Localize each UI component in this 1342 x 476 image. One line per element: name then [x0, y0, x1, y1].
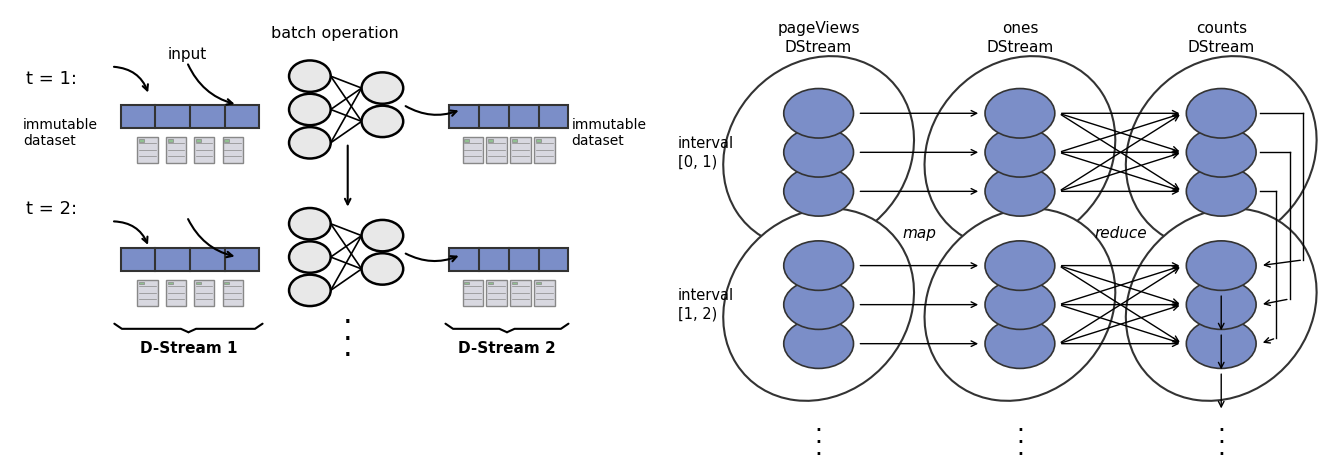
Bar: [140, 139, 145, 142]
Circle shape: [784, 280, 854, 329]
Bar: [510, 137, 530, 163]
Text: ·: ·: [1016, 431, 1024, 455]
Bar: [121, 248, 259, 271]
Bar: [448, 248, 569, 271]
Bar: [488, 139, 494, 142]
Text: t = 2:: t = 2:: [25, 200, 76, 218]
Circle shape: [1186, 241, 1256, 290]
Circle shape: [289, 60, 330, 92]
Text: counts
DStream: counts DStream: [1188, 21, 1255, 55]
Bar: [534, 137, 554, 163]
Circle shape: [289, 127, 330, 159]
Circle shape: [784, 128, 854, 177]
Bar: [195, 279, 215, 306]
Text: reduce: reduce: [1094, 226, 1147, 241]
Circle shape: [985, 128, 1055, 177]
Text: ·: ·: [344, 326, 353, 355]
Circle shape: [784, 89, 854, 138]
Bar: [464, 281, 470, 284]
Bar: [513, 281, 518, 284]
Bar: [196, 139, 201, 142]
Bar: [464, 139, 470, 142]
Circle shape: [985, 280, 1055, 329]
Bar: [513, 139, 518, 142]
Bar: [168, 281, 173, 284]
Bar: [224, 139, 229, 142]
Bar: [448, 105, 569, 128]
Ellipse shape: [925, 208, 1115, 401]
Circle shape: [985, 319, 1055, 368]
Text: D-Stream 1: D-Stream 1: [140, 341, 238, 356]
Circle shape: [361, 72, 403, 104]
Circle shape: [1186, 280, 1256, 329]
Circle shape: [1186, 128, 1256, 177]
Circle shape: [985, 167, 1055, 216]
Circle shape: [985, 241, 1055, 290]
Text: interval
[1, 2): interval [1, 2): [678, 288, 734, 321]
Circle shape: [985, 89, 1055, 138]
Bar: [534, 279, 554, 306]
Bar: [486, 137, 507, 163]
Circle shape: [1186, 89, 1256, 138]
Circle shape: [1186, 167, 1256, 216]
Bar: [137, 137, 157, 163]
Bar: [463, 137, 483, 163]
Text: t = 1:: t = 1:: [25, 69, 76, 88]
Bar: [223, 137, 243, 163]
Bar: [168, 139, 173, 142]
Circle shape: [784, 319, 854, 368]
Circle shape: [361, 106, 403, 137]
Circle shape: [289, 275, 330, 306]
Text: pageViews
DStream: pageViews DStream: [777, 21, 860, 55]
Bar: [121, 105, 259, 128]
Text: ·: ·: [1217, 419, 1225, 443]
Ellipse shape: [723, 56, 914, 248]
Text: immutable
dataset: immutable dataset: [572, 118, 647, 149]
Text: ·: ·: [1016, 443, 1024, 466]
Ellipse shape: [925, 56, 1115, 248]
Circle shape: [784, 167, 854, 216]
Bar: [537, 281, 541, 284]
Bar: [196, 281, 201, 284]
Text: ·: ·: [344, 309, 353, 338]
Bar: [195, 137, 215, 163]
Bar: [166, 279, 187, 306]
Circle shape: [1186, 319, 1256, 368]
Circle shape: [361, 220, 403, 251]
Text: ·: ·: [1217, 431, 1225, 455]
Text: ·: ·: [815, 419, 823, 443]
Bar: [140, 281, 145, 284]
Bar: [537, 139, 541, 142]
Circle shape: [784, 241, 854, 290]
Bar: [486, 279, 507, 306]
Bar: [137, 279, 157, 306]
Text: ·: ·: [815, 431, 823, 455]
Text: interval
[0, 1): interval [0, 1): [678, 136, 734, 169]
Circle shape: [289, 94, 330, 125]
Bar: [488, 281, 494, 284]
Ellipse shape: [723, 208, 914, 401]
Text: input: input: [168, 47, 207, 62]
Circle shape: [361, 253, 403, 285]
Ellipse shape: [1126, 208, 1317, 401]
Bar: [510, 279, 530, 306]
Text: ·: ·: [815, 443, 823, 466]
Text: ·: ·: [344, 343, 353, 371]
Text: D-Stream 2: D-Stream 2: [458, 341, 556, 356]
Circle shape: [289, 241, 330, 273]
Text: batch operation: batch operation: [271, 26, 399, 41]
Bar: [463, 279, 483, 306]
Bar: [223, 279, 243, 306]
Text: ones
DStream: ones DStream: [986, 21, 1053, 55]
Circle shape: [289, 208, 330, 239]
Ellipse shape: [1126, 56, 1317, 248]
Text: ·: ·: [1016, 419, 1024, 443]
Text: ·: ·: [1217, 443, 1225, 466]
Bar: [224, 281, 229, 284]
Text: map: map: [902, 226, 937, 241]
Bar: [166, 137, 187, 163]
Text: immutable
dataset: immutable dataset: [23, 118, 98, 149]
